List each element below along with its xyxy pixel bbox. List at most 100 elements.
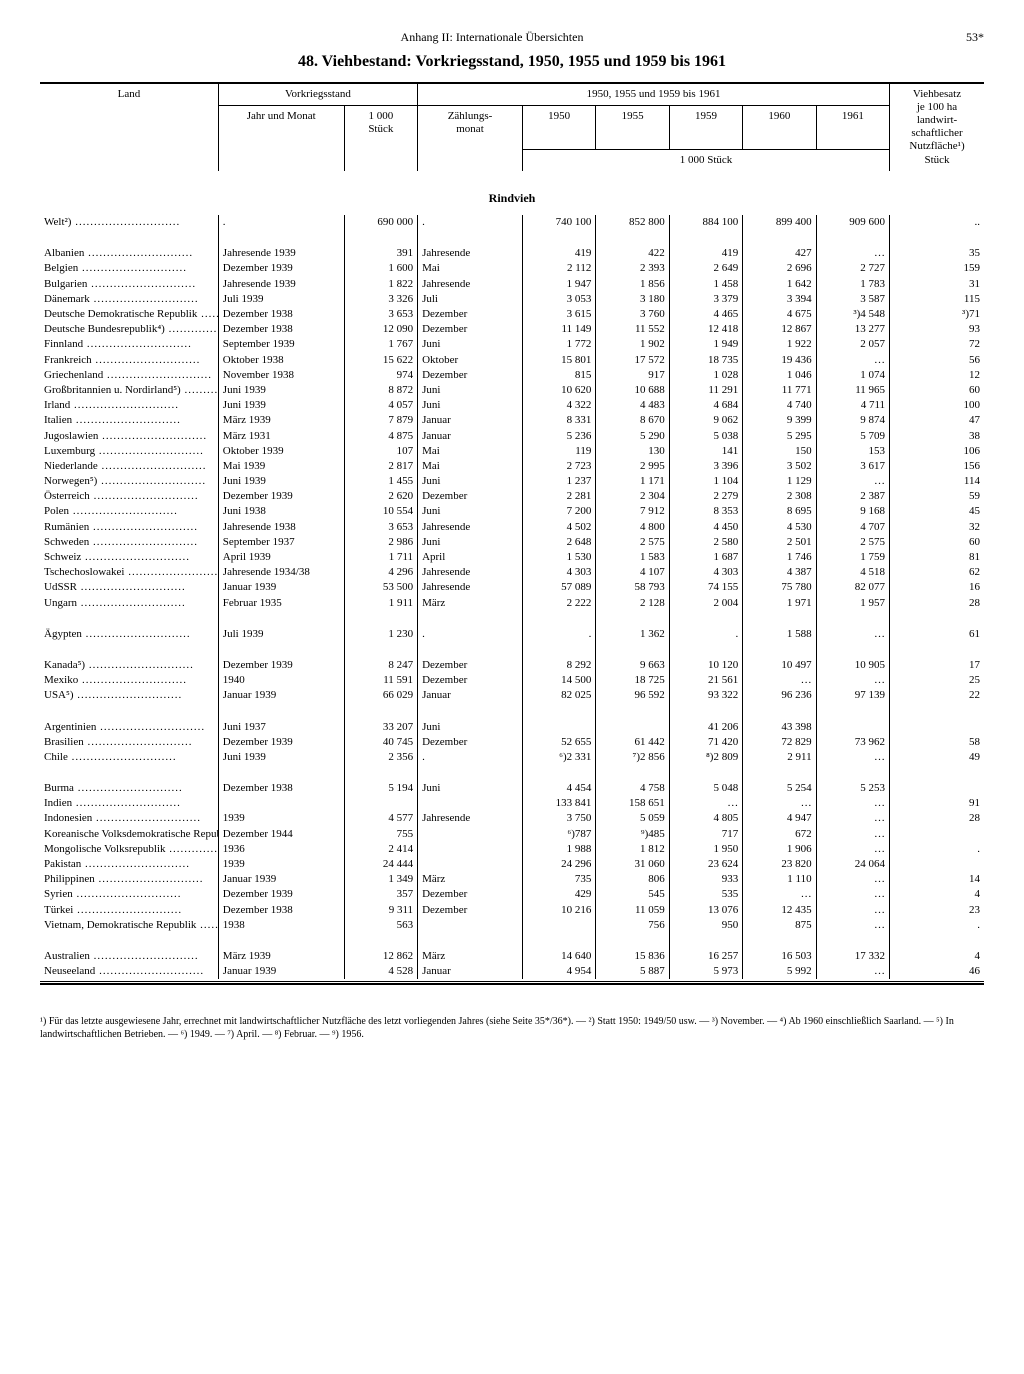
cell: März: [418, 949, 523, 964]
cell: 2 414: [344, 842, 417, 857]
cell: 2 696: [743, 261, 816, 276]
cell: 3 653: [344, 307, 417, 322]
cell: [418, 918, 523, 933]
cell: 41 206: [669, 720, 742, 735]
cell: 5 236: [522, 429, 595, 444]
cell: ³)71: [890, 307, 984, 322]
cell: 690 000: [344, 215, 417, 230]
cell: Januar: [418, 413, 523, 428]
cell: 62: [890, 565, 984, 580]
cell: .: [418, 627, 523, 642]
cell: 4 465: [669, 307, 742, 322]
cell: 1 812: [596, 842, 669, 857]
cell: 5 887: [596, 964, 669, 979]
cell: 60: [890, 383, 984, 398]
cell: 1 947: [522, 277, 595, 292]
cell: 1940: [218, 673, 344, 688]
table-row: TschechoslowakeiJahresende 1934/384 296J…: [40, 565, 984, 580]
cell: 852 800: [596, 215, 669, 230]
cell: 2 911: [743, 750, 816, 765]
cell: 11 965: [816, 383, 889, 398]
cell: 9 311: [344, 903, 417, 918]
cell: Januar: [418, 688, 523, 703]
cell: 59: [890, 489, 984, 504]
cell: Dezember: [418, 658, 523, 673]
cell: [596, 720, 669, 735]
col-count-month: Zählungs- monat: [418, 105, 523, 170]
cell: 58 793: [596, 580, 669, 595]
table-row: USA⁵)Januar 193966 029Januar82 02596 592…: [40, 688, 984, 703]
cell: 23: [890, 903, 984, 918]
table-row: NiederlandeMai 19392 817Mai2 7232 9953 3…: [40, 459, 984, 474]
cell: 2 279: [669, 489, 742, 504]
cell: …: [743, 673, 816, 688]
table-row: ÖsterreichDezember 19392 620Dezember2 28…: [40, 489, 984, 504]
cell: Frankreich: [40, 353, 218, 368]
cell: 4 454: [522, 781, 595, 796]
table-row: BurmaDezember 19385 194Juni4 4544 7585 0…: [40, 781, 984, 796]
cell: 61: [890, 627, 984, 642]
cell: 12 862: [344, 949, 417, 964]
cell: 10 216: [522, 903, 595, 918]
cell: [890, 781, 984, 796]
cell: …: [816, 811, 889, 826]
table-row: Deutsche Demokratische RepublikDezember …: [40, 307, 984, 322]
cell: Dezember: [418, 735, 523, 750]
col-1955: 1955: [596, 105, 669, 149]
cell: März 1931: [218, 429, 344, 444]
table-row: FrankreichOktober 193815 622Oktober15 80…: [40, 353, 984, 368]
cell: Juli 1939: [218, 627, 344, 642]
cell: Dezember 1938: [218, 307, 344, 322]
group-spacer: [40, 230, 984, 246]
cell: 1 362: [596, 627, 669, 642]
col-1960: 1960: [743, 105, 816, 149]
cell: 1 129: [743, 474, 816, 489]
running-header: Anhang II: Internationale Übersichten 53…: [40, 30, 984, 44]
running-title: Anhang II: Internationale Übersichten: [40, 30, 944, 44]
cell: 106: [890, 444, 984, 459]
cell: 5 253: [816, 781, 889, 796]
cell: 130: [596, 444, 669, 459]
cell: Juni: [418, 781, 523, 796]
cell: 917: [596, 368, 669, 383]
section-title: Rindvieh: [40, 171, 984, 215]
cell: Jahresende 1939: [218, 277, 344, 292]
col-1950: 1950: [522, 105, 595, 149]
cell: 4 800: [596, 520, 669, 535]
cell: Dezember 1938: [218, 781, 344, 796]
cell: 1939: [218, 857, 344, 872]
cell: 11 149: [522, 322, 595, 337]
cell: 3 587: [816, 292, 889, 307]
cell: 11 552: [596, 322, 669, 337]
cell: 8 292: [522, 658, 595, 673]
cell: USA⁵): [40, 688, 218, 703]
cell: Januar: [418, 429, 523, 444]
table-row: Mongolische Volksrepublik19362 4141 9881…: [40, 842, 984, 857]
cell: Philippinen: [40, 872, 218, 887]
cell: 756: [596, 918, 669, 933]
cell: 32: [890, 520, 984, 535]
cell: …: [816, 474, 889, 489]
page-title: 48. Viehbestand: Vorkriegsstand, 1950, 1…: [40, 52, 984, 71]
cell: Juni: [418, 504, 523, 519]
table-row: ItalienMärz 19397 879Januar8 3318 6709 0…: [40, 413, 984, 428]
table-row: SchweizApril 19391 711April1 5301 5831 6…: [40, 550, 984, 565]
cell: 4 577: [344, 811, 417, 826]
cell: 4 528: [344, 964, 417, 979]
cell: …: [816, 872, 889, 887]
cell: April 1939: [218, 550, 344, 565]
cell: Chile: [40, 750, 218, 765]
table-row: Koreanische Volksdemokratische RepublikD…: [40, 827, 984, 842]
cell: 884 100: [669, 215, 742, 230]
cell: 15 801: [522, 353, 595, 368]
cell: Ägypten: [40, 627, 218, 642]
cell: 10 497: [743, 658, 816, 673]
cell: 4 387: [743, 565, 816, 580]
cell: 2 649: [669, 261, 742, 276]
cell: 2 387: [816, 489, 889, 504]
page-number: 53*: [944, 30, 984, 44]
cell: Januar 1939: [218, 872, 344, 887]
cell: …: [816, 842, 889, 857]
cell: 11 291: [669, 383, 742, 398]
table-row: Kanada⁵)Dezember 19398 247Dezember8 2929…: [40, 658, 984, 673]
